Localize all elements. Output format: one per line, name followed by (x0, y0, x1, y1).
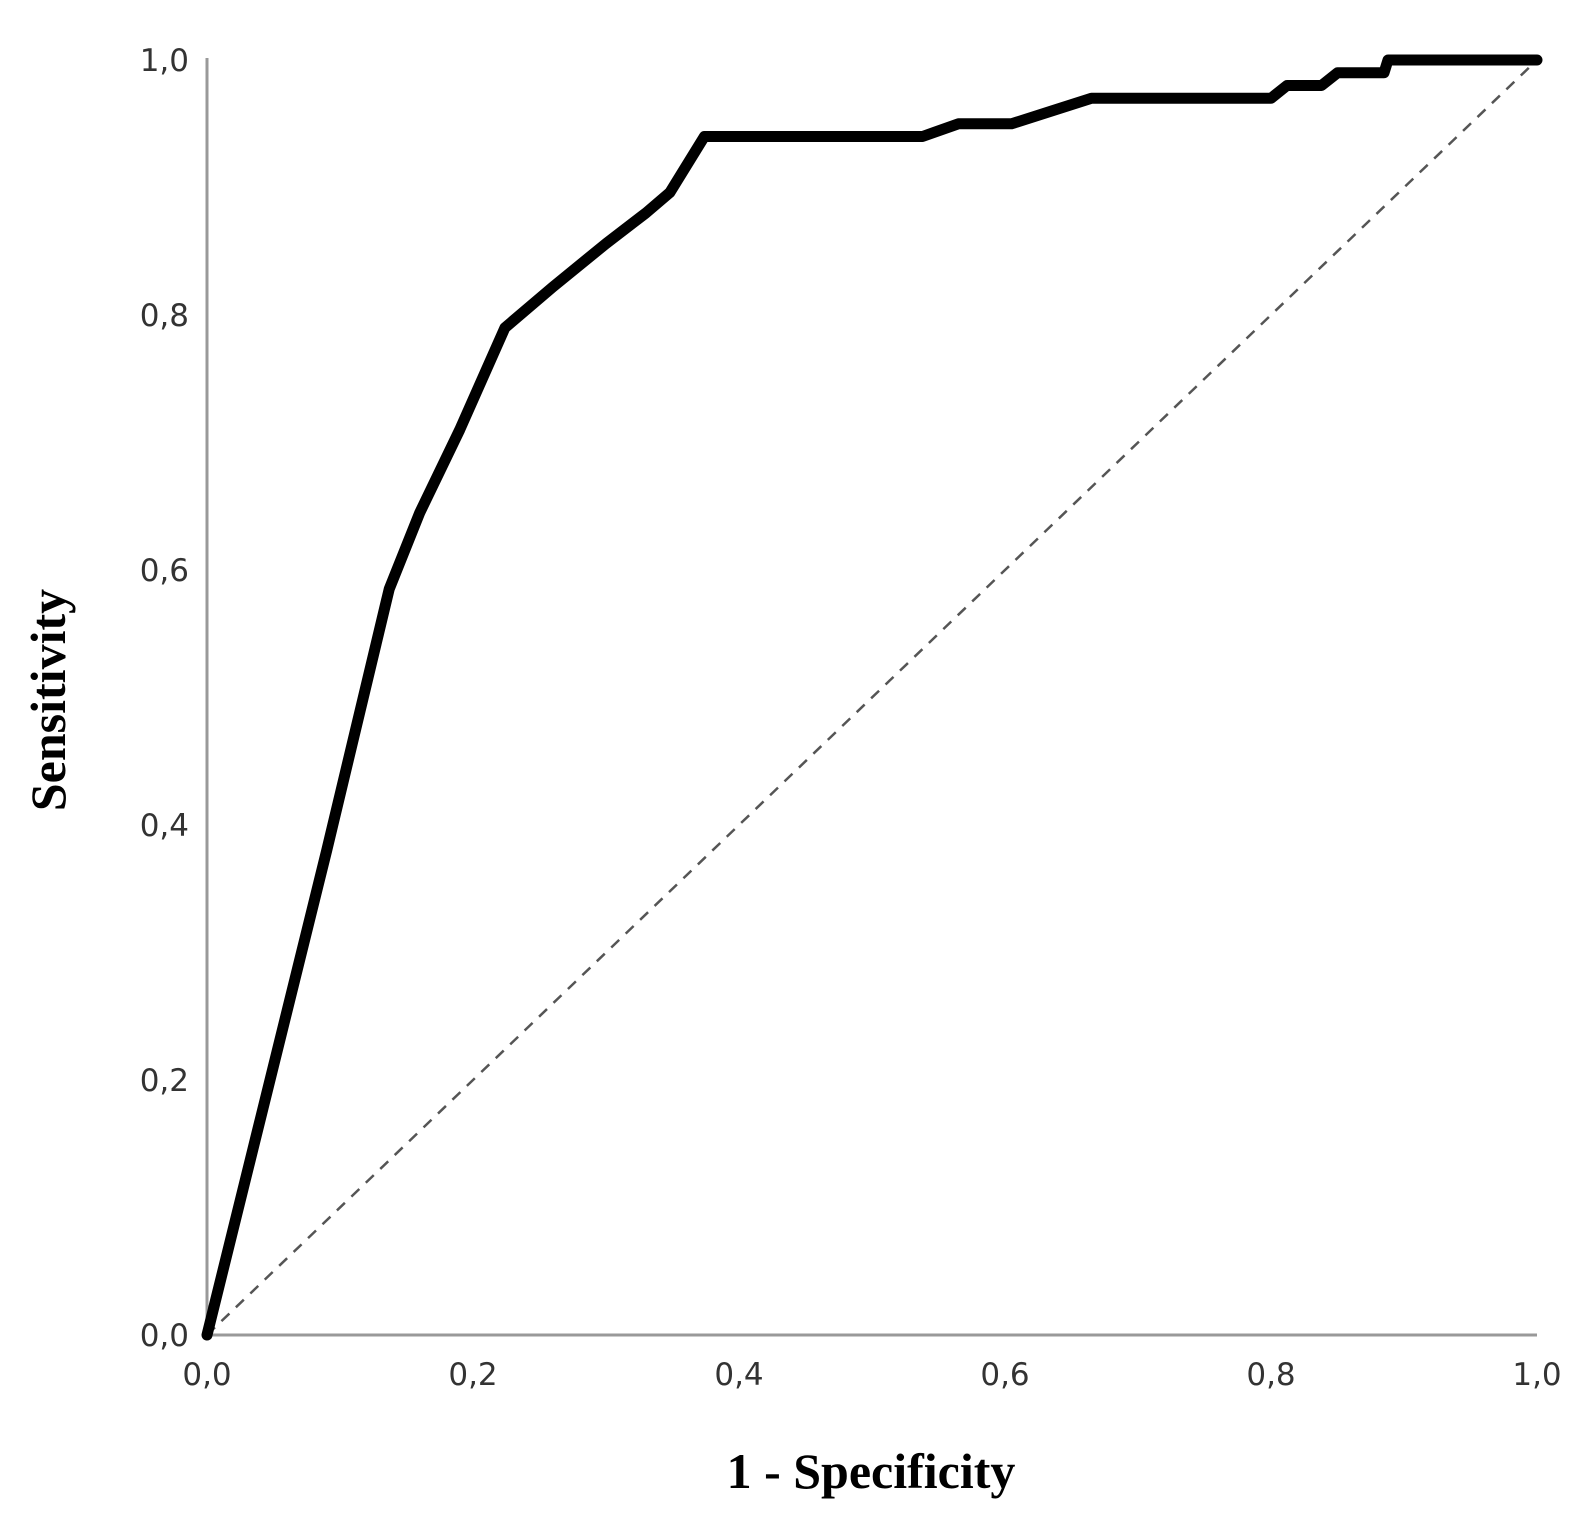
x-tick-label: 0,6 (980, 1357, 1029, 1393)
series-group (201, 54, 1543, 1341)
x-tick-label: 0,2 (448, 1357, 497, 1393)
y-tick-label: 0,6 (140, 553, 189, 589)
y-tick-label: 0,4 (140, 808, 189, 844)
y-tick-label: 0,0 (140, 1318, 189, 1354)
reference-diagonal-line (206, 59, 1538, 1336)
y-axis-title: Sensitivity (20, 589, 76, 811)
x-tick-label: 0,4 (714, 1357, 763, 1393)
y-axis-ticks: 0,0 0,2 0,4 0,6 0,8 1,0 (140, 43, 189, 1354)
x-axis-title: 1 - Specificity (727, 1443, 1016, 1499)
y-tick-label: 1,0 (140, 43, 189, 79)
y-tick-label: 0,8 (140, 298, 189, 334)
roc-curve-line (201, 54, 1543, 1341)
x-tick-label: 0,0 (182, 1357, 231, 1393)
y-tick-label: 0,2 (140, 1063, 189, 1099)
x-tick-label: 0,8 (1246, 1357, 1295, 1393)
x-tick-label: 1,0 (1512, 1357, 1561, 1393)
x-axis-ticks: 0,0 0,2 0,4 0,6 0,8 1,0 (182, 1357, 1561, 1393)
